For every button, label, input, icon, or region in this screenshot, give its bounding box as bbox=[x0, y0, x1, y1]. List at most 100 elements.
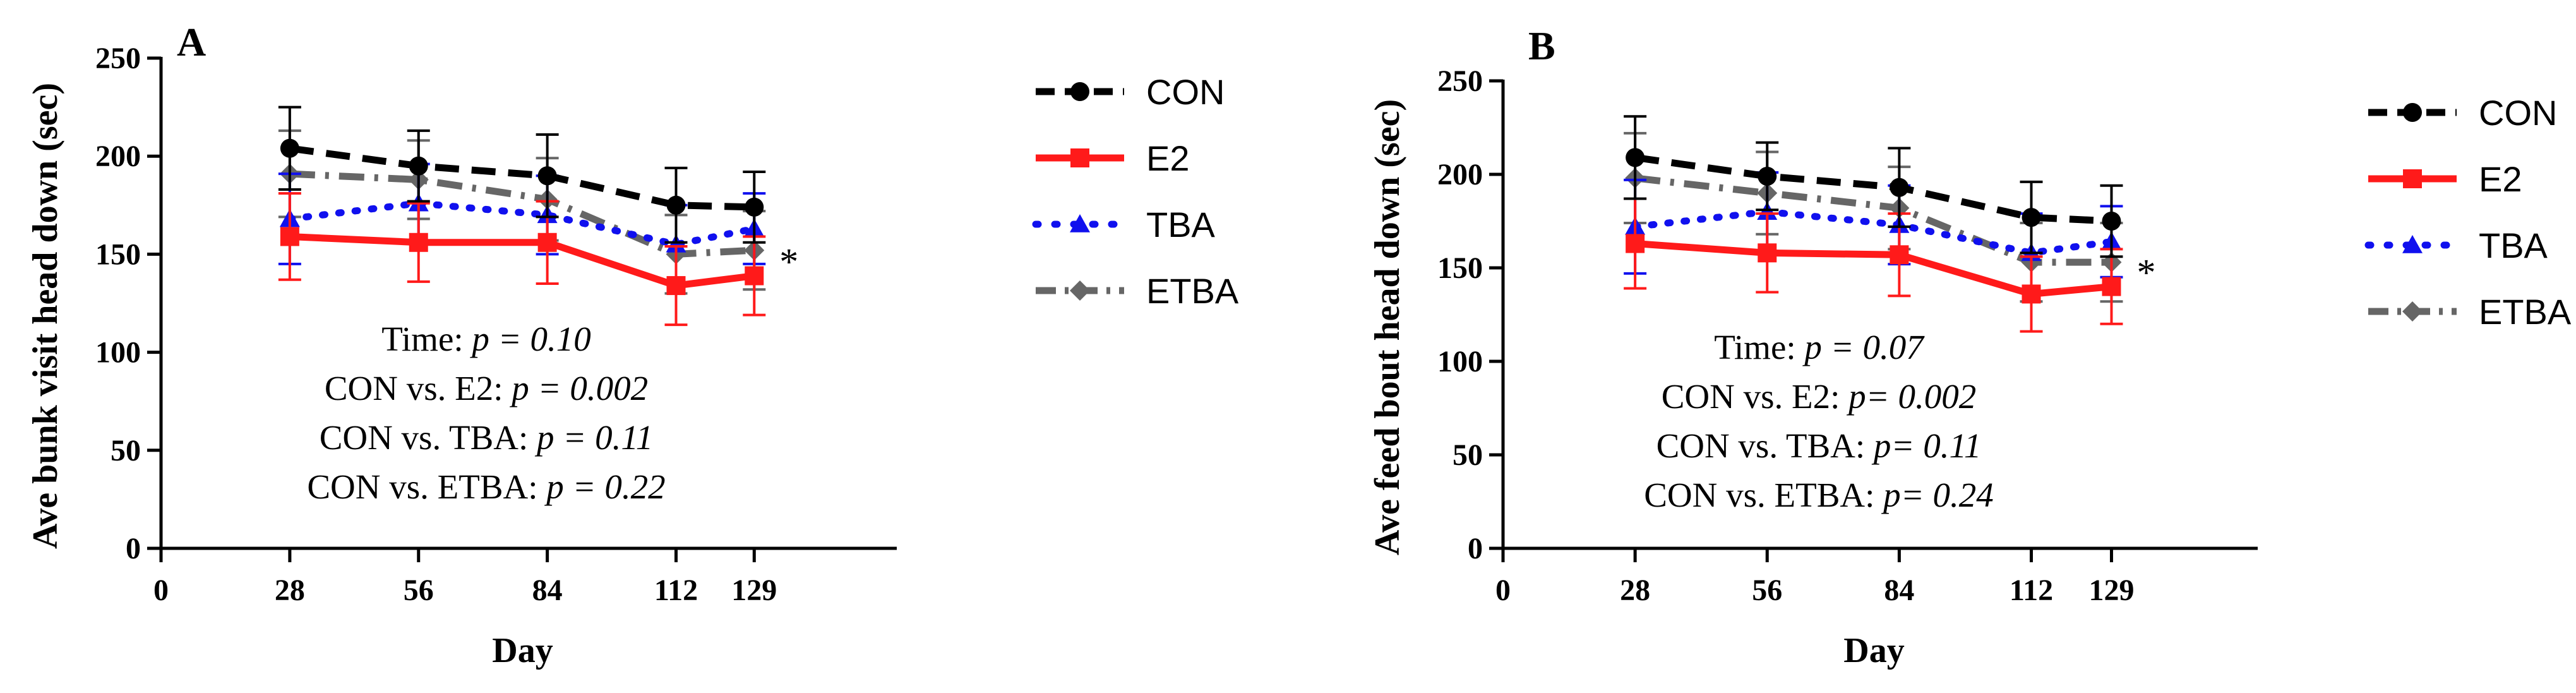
legend-marker-tba bbox=[1070, 214, 1090, 232]
data-point-e2 bbox=[2022, 284, 2041, 304]
stat-label: CON vs. ETBA: bbox=[307, 467, 546, 506]
legend-label: TBA bbox=[1146, 205, 1216, 244]
significance-star: * bbox=[779, 241, 798, 283]
stat-p-value: p = 0.002 bbox=[509, 369, 648, 407]
y-axis-title: Ave bunk visit head down (sec) bbox=[26, 83, 65, 549]
legend-item-tba: TBA bbox=[1032, 205, 1216, 244]
legend-item-e2: E2 bbox=[1036, 138, 1190, 178]
stat-p-value: p = 0.07 bbox=[1802, 328, 1925, 366]
legend-item-con: CON bbox=[2368, 93, 2557, 133]
legend-marker-e2 bbox=[1070, 148, 1089, 167]
legend-marker-etba bbox=[1070, 280, 1090, 301]
data-point-con bbox=[666, 195, 686, 215]
x-tick-label: 129 bbox=[731, 574, 777, 607]
chart-panel-A: 0 50 100 150 200 250 0 28 56 84 112 129 Day Ave bunk … bbox=[26, 20, 1239, 670]
x-axis-title: Day bbox=[1843, 631, 1904, 670]
data-point-e2 bbox=[537, 232, 557, 252]
series-tba bbox=[1624, 171, 2123, 294]
stat-p-value: p= 0.24 bbox=[1881, 476, 1994, 514]
data-point-con bbox=[1626, 148, 1645, 167]
x-tick-label: 84 bbox=[1884, 574, 1914, 607]
stat-line: CON vs. TBA: p= 0.11 bbox=[1656, 426, 1982, 465]
data-point-e2 bbox=[409, 232, 428, 252]
panel-label: A bbox=[177, 20, 206, 64]
legend-marker-tba bbox=[2402, 235, 2423, 253]
x-tick-label: 112 bbox=[2010, 574, 2053, 607]
y-tick-label: 100 bbox=[1437, 345, 1483, 378]
data-point-e2 bbox=[1758, 243, 1777, 263]
y-tick-label: 250 bbox=[95, 42, 141, 75]
y-tick-label: 100 bbox=[95, 336, 141, 370]
x-tick-label: 112 bbox=[654, 574, 698, 607]
stat-line: CON vs. ETBA: p= 0.24 bbox=[1644, 476, 1994, 514]
x-axis-title: Day bbox=[492, 631, 553, 670]
stat-p-value: p = 0.10 bbox=[469, 320, 590, 358]
stat-label: Time: bbox=[1714, 328, 1804, 366]
stat-p-value: p= 0.11 bbox=[1871, 426, 1982, 465]
data-point-con bbox=[1890, 178, 1909, 197]
series-con bbox=[1624, 115, 2123, 258]
data-point-con bbox=[1758, 166, 1777, 186]
y-tick-label: 0 bbox=[1468, 532, 1483, 565]
y-tick-label: 200 bbox=[95, 140, 141, 173]
legend-label: CON bbox=[2479, 93, 2557, 133]
stat-label: CON vs. TBA: bbox=[1656, 426, 1874, 465]
stat-line: Time: p = 0.07 bbox=[1714, 328, 1925, 366]
legend-label: TBA bbox=[2479, 226, 2548, 265]
data-point-con bbox=[2022, 208, 2041, 227]
stat-line: CON vs. E2: p = 0.002 bbox=[325, 369, 648, 407]
series-con bbox=[278, 105, 766, 244]
legend-label: ETBA bbox=[2479, 292, 2572, 332]
legend-item-con: CON bbox=[1036, 72, 1225, 112]
data-point-e2 bbox=[1626, 234, 1645, 253]
stat-label: CON vs. TBA: bbox=[320, 418, 537, 457]
stat-label: Time: bbox=[381, 320, 472, 358]
y-tick-label: 50 bbox=[1453, 438, 1483, 472]
legend-label: ETBA bbox=[1146, 271, 1239, 311]
x-tick-label: 84 bbox=[532, 574, 563, 607]
stat-line: CON vs. E2: p= 0.002 bbox=[1662, 377, 1977, 416]
data-point-con bbox=[745, 197, 764, 217]
panel-label: B bbox=[1528, 23, 1555, 68]
stat-p-value: p = 0.11 bbox=[534, 418, 653, 457]
x-tick-label: 129 bbox=[2088, 574, 2134, 607]
series-e2 bbox=[278, 192, 766, 327]
stat-label: CON vs. ETBA: bbox=[1644, 476, 1883, 514]
stat-line: Time: p = 0.10 bbox=[381, 320, 591, 358]
data-point-e2 bbox=[1890, 245, 1909, 265]
stat-label: CON vs. E2: bbox=[1662, 377, 1848, 416]
legend-marker-con bbox=[2403, 103, 2422, 122]
legend-label: CON bbox=[1146, 72, 1225, 112]
series-tba bbox=[278, 162, 766, 285]
y-tick-label: 50 bbox=[111, 434, 141, 467]
y-tick-label: 200 bbox=[1437, 158, 1483, 191]
x-tick-label: 56 bbox=[1752, 574, 1782, 607]
data-point-con bbox=[537, 166, 557, 186]
y-tick-label: 0 bbox=[126, 532, 141, 565]
y-tick-label: 150 bbox=[1437, 251, 1483, 285]
data-point-e2 bbox=[2102, 277, 2121, 296]
data-point-e2 bbox=[666, 276, 686, 296]
x-tick-label: 0 bbox=[153, 574, 169, 607]
stat-p-value: p= 0.002 bbox=[1846, 377, 1976, 416]
stat-p-value: p = 0.22 bbox=[544, 467, 665, 506]
y-axis-title: Ave feed bout head down (sec) bbox=[1368, 99, 1407, 555]
y-tick-label: 150 bbox=[95, 238, 141, 271]
legend-marker-e2 bbox=[2403, 169, 2422, 188]
legend-label: E2 bbox=[2479, 159, 2522, 199]
x-tick-label: 0 bbox=[1495, 574, 1511, 607]
legend-item-etba: ETBA bbox=[2368, 292, 2572, 332]
data-point-con bbox=[280, 138, 299, 158]
legend-marker-etba bbox=[2402, 301, 2423, 322]
legend-item-tba: TBA bbox=[2364, 226, 2548, 265]
data-point-e2 bbox=[745, 266, 764, 286]
significance-star: * bbox=[2136, 252, 2155, 294]
data-point-e2 bbox=[280, 227, 299, 246]
chart-panel-B: 0 50 100 150 200 250 0 28 56 84 112 129 Day Ave feed … bbox=[1368, 23, 2572, 670]
data-point-con bbox=[2102, 212, 2121, 231]
legend-label: E2 bbox=[1146, 138, 1190, 178]
data-point-con bbox=[409, 156, 428, 176]
y-tick-label: 250 bbox=[1437, 64, 1483, 98]
